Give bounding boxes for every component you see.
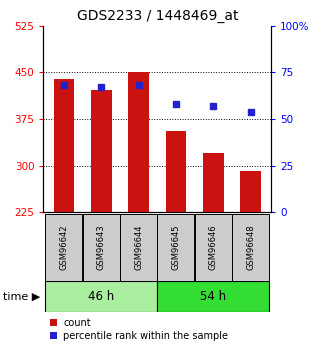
Text: GSM96644: GSM96644 (134, 225, 143, 270)
Text: GSM96645: GSM96645 (171, 225, 180, 270)
Bar (240, 171, 261, 212)
Title: GDS2233 / 1448469_at: GDS2233 / 1448469_at (76, 9, 238, 23)
Bar (232, 214, 269, 281)
Bar (128, 72, 149, 212)
Bar (120, 214, 157, 281)
Text: time ▶: time ▶ (3, 292, 40, 302)
Text: 46 h: 46 h (88, 290, 114, 303)
Bar (158, 281, 269, 312)
Bar (45, 214, 82, 281)
Bar (45, 281, 157, 312)
Text: percentile rank within the sample: percentile rank within the sample (63, 331, 228, 341)
Text: GSM96642: GSM96642 (59, 225, 68, 270)
Text: GSM96648: GSM96648 (246, 225, 255, 270)
Text: GSM96646: GSM96646 (209, 225, 218, 270)
Bar (83, 214, 120, 281)
Text: count: count (63, 318, 91, 327)
Text: 54 h: 54 h (200, 290, 226, 303)
Bar (166, 131, 186, 212)
Bar (91, 90, 111, 212)
Bar (203, 153, 224, 212)
Bar (54, 79, 74, 212)
Bar (195, 214, 232, 281)
Bar (158, 214, 195, 281)
Text: GSM96643: GSM96643 (97, 225, 106, 270)
